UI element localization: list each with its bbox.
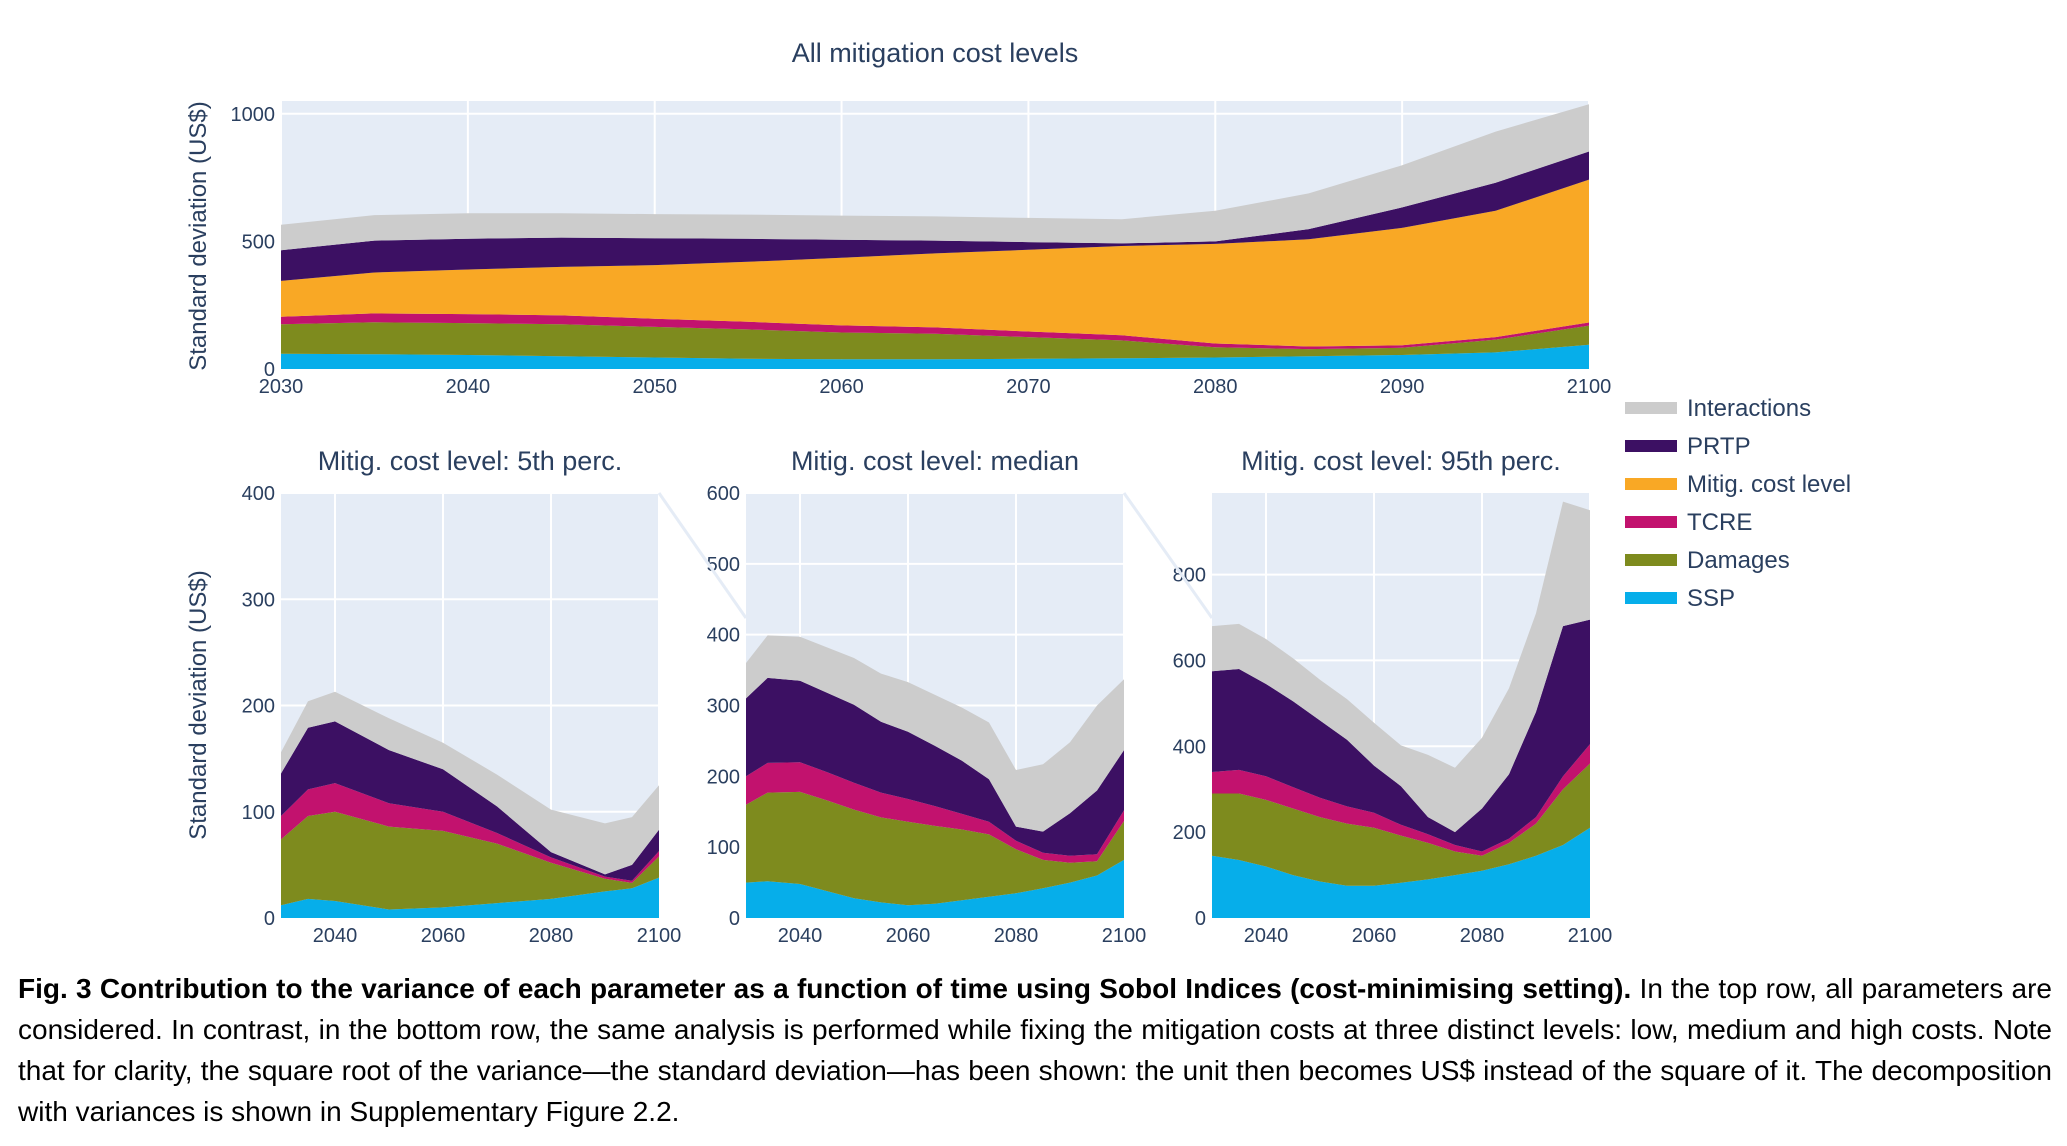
x-tick-label: 2090 bbox=[1380, 376, 1425, 398]
x-tick-label: 2100 bbox=[1568, 925, 1613, 947]
legend-swatch bbox=[1625, 440, 1677, 452]
y-tick-label: 1000 bbox=[231, 104, 276, 126]
legend-item[interactable]: Damages bbox=[1625, 547, 1790, 574]
x-tick-label: 2040 bbox=[1244, 925, 1289, 947]
y-tick-label: 500 bbox=[707, 554, 740, 576]
legend-label: TCRE bbox=[1687, 509, 1752, 536]
y-tick-label: 600 bbox=[707, 483, 740, 505]
area-interactions bbox=[281, 104, 1589, 251]
legend-item[interactable]: TCRE bbox=[1625, 509, 1752, 536]
area-tcre bbox=[281, 783, 659, 883]
area-damages bbox=[1212, 763, 1590, 886]
area-damages bbox=[281, 811, 659, 910]
x-tick-label: 2080 bbox=[1460, 925, 1505, 947]
zoom-guide bbox=[657, 492, 748, 619]
y-tick-label: 100 bbox=[707, 837, 740, 859]
x-tick-label: 2040 bbox=[778, 925, 823, 947]
legend-label: Interactions bbox=[1687, 395, 1811, 422]
x-tick-label: 2080 bbox=[529, 925, 574, 947]
x-tick-label: 2100 bbox=[1567, 376, 1612, 398]
legend-swatch bbox=[1625, 554, 1677, 566]
legend-swatch bbox=[1625, 516, 1677, 528]
y-tick-label: 200 bbox=[242, 696, 275, 718]
area-interactions bbox=[281, 691, 659, 875]
chart-panel-3: 2040 2060 2080 2100 0 100 200 300 400 500 600 Mitig… bbox=[707, 446, 1147, 947]
y-axis-label: Standard deviation (US$) bbox=[185, 570, 212, 839]
legend-item[interactable]: SSP bbox=[1625, 585, 1735, 612]
y-tick-label: 600 bbox=[1173, 650, 1206, 672]
y-tick-label: 800 bbox=[1173, 565, 1206, 587]
y-tick-label: 400 bbox=[1173, 736, 1206, 758]
x-tick-label: 2060 bbox=[819, 376, 864, 398]
y-tick-label: 400 bbox=[242, 483, 275, 505]
y-tick-label: 0 bbox=[264, 359, 275, 381]
y-tick-label: 500 bbox=[242, 231, 275, 253]
area-ssp bbox=[1212, 827, 1590, 918]
area-ssp bbox=[281, 877, 659, 918]
y-tick-label: 100 bbox=[242, 802, 275, 824]
legend-label: SSP bbox=[1687, 585, 1735, 612]
y-axis-label: Standard deviation (US$) bbox=[185, 101, 212, 370]
legend-item[interactable]: Interactions bbox=[1625, 395, 1811, 422]
area-prtp bbox=[281, 721, 659, 881]
area-tcre bbox=[1212, 744, 1590, 856]
y-tick-label: 200 bbox=[1173, 822, 1206, 844]
chart-panel-1: 2030 2040 2050 2060 2070 2080 2090 2100 0 500 1000… bbox=[185, 38, 1611, 398]
area-tcre bbox=[281, 313, 1589, 350]
legend-item[interactable]: Mitig. cost level bbox=[1625, 471, 1851, 498]
y-tick-label: 0 bbox=[1195, 908, 1206, 930]
legend: Interactions PRTP Mitig. cost level TCRE Dam… bbox=[1625, 395, 1851, 612]
area-ssp bbox=[746, 859, 1124, 918]
area-ssp bbox=[281, 344, 1589, 369]
x-tick-label: 2060 bbox=[886, 925, 931, 947]
chart-panel-4: 2040 2060 2080 2100 0 200 400 600 800 Mitig. cost… bbox=[1173, 446, 1613, 947]
x-tick-label: 2070 bbox=[1006, 376, 1051, 398]
area-interactions bbox=[1212, 501, 1590, 833]
area-damages bbox=[281, 322, 1589, 360]
chart-title: Mitig. cost level: median bbox=[791, 446, 1079, 476]
x-tick-label: 2060 bbox=[421, 925, 466, 947]
legend-item[interactable]: PRTP bbox=[1625, 433, 1751, 460]
legend-label: Damages bbox=[1687, 547, 1790, 574]
chart-title: Mitig. cost level: 95th perc. bbox=[1241, 446, 1561, 476]
x-tick-label: 2080 bbox=[1193, 376, 1238, 398]
area-damages bbox=[746, 791, 1124, 906]
area-prtp bbox=[1212, 619, 1590, 852]
area-mitig-cost-level bbox=[281, 179, 1589, 347]
x-tick-label: 2060 bbox=[1352, 925, 1397, 947]
x-tick-label: 2050 bbox=[632, 376, 677, 398]
figure: 2030 2040 2050 2060 2070 2080 2090 210005001000… bbox=[185, 38, 1851, 947]
y-tick-label: 0 bbox=[264, 908, 275, 930]
x-tick-label: 2100 bbox=[637, 925, 682, 947]
x-tick-label: 2080 bbox=[994, 925, 1039, 947]
x-tick-label: 2100 bbox=[1102, 925, 1147, 947]
legend-swatch bbox=[1625, 478, 1677, 490]
chart-title: Mitig. cost level: 5th perc. bbox=[318, 446, 623, 476]
x-tick-label: 2030 bbox=[259, 376, 304, 398]
area-interactions bbox=[746, 635, 1124, 832]
chart-panel-2: 2040 2060 2080 2100 0 100 200 300 400 Mitig. cost… bbox=[185, 446, 681, 947]
y-tick-label: 400 bbox=[707, 625, 740, 647]
legend-swatch bbox=[1625, 592, 1677, 604]
y-tick-label: 0 bbox=[729, 908, 740, 930]
x-tick-label: 2040 bbox=[313, 925, 358, 947]
area-prtp bbox=[746, 677, 1124, 856]
chart-title: All mitigation cost levels bbox=[792, 38, 1079, 68]
zoom-guide bbox=[1122, 492, 1214, 619]
legend-swatch bbox=[1625, 402, 1677, 414]
chart-panels: 2030 2040 2050 2060 2070 2080 2090 210005001000… bbox=[185, 38, 1612, 947]
y-tick-label: 300 bbox=[707, 696, 740, 718]
area-tcre bbox=[746, 762, 1124, 863]
y-tick-label: 300 bbox=[242, 589, 275, 611]
y-tick-label: 200 bbox=[707, 766, 740, 788]
legend-label: PRTP bbox=[1687, 433, 1751, 460]
caption-text: In the top row, all parameters are consi… bbox=[18, 973, 2052, 1127]
legend-label: Mitig. cost level bbox=[1687, 471, 1851, 498]
x-tick-label: 2040 bbox=[446, 376, 491, 398]
area-prtp bbox=[281, 151, 1589, 281]
caption-bold: Fig. 3 Contribution to the variance of e… bbox=[18, 973, 1632, 1004]
figure-caption: Fig. 3 Contribution to the variance of e… bbox=[18, 968, 2052, 1132]
